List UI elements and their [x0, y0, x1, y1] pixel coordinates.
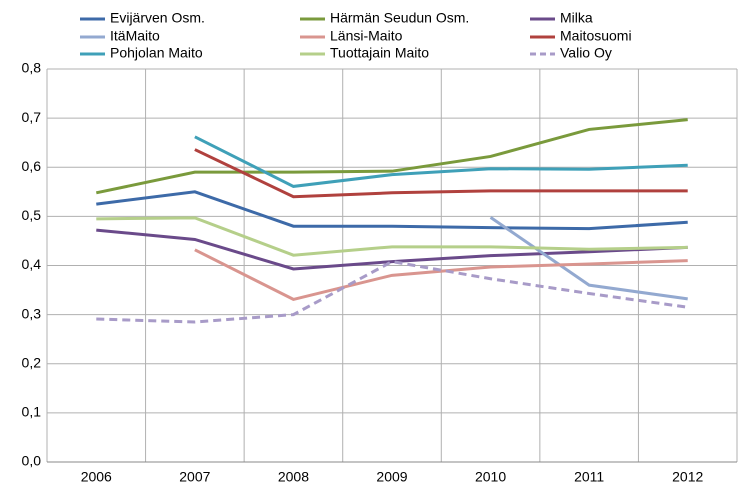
y-tick-label: 0,0 [22, 453, 42, 469]
series-line [96, 216, 688, 257]
legend-label: ItäMaito [110, 28, 160, 44]
series-line [96, 260, 688, 324]
series-line [96, 228, 688, 271]
y-tick-label: 0,4 [22, 256, 42, 272]
y-tick-label: 0,3 [22, 305, 42, 321]
legend-label: Härmän Seudun Osm. [330, 10, 469, 26]
x-tick-label: 2006 [81, 469, 112, 485]
series-line [489, 216, 688, 301]
legend-label: Länsi-Maito [330, 28, 403, 44]
legend-label: Tuottajain Maito [330, 45, 429, 61]
x-tick-label: 2012 [672, 469, 703, 485]
x-tick-label: 2008 [278, 469, 309, 485]
legend-label: Valio Oy [560, 45, 612, 61]
y-tick-label: 0,5 [22, 207, 42, 223]
y-tick-label: 0,1 [22, 404, 42, 420]
legend-label: Maitosuomi [560, 28, 632, 44]
legend-label: Evijärven Osm. [110, 10, 205, 26]
series-line [95, 118, 688, 195]
x-tick-label: 2011 [574, 469, 604, 485]
y-tick-label: 0,6 [22, 158, 42, 174]
x-tick-label: 2009 [376, 469, 407, 485]
x-tick-label: 2007 [179, 469, 210, 485]
y-tick-label: 0,2 [22, 354, 42, 370]
legend-label: Milka [560, 10, 593, 26]
series-line [194, 248, 688, 301]
legend-label: Pohjolan Maito [110, 45, 203, 61]
series-line [194, 135, 688, 188]
x-tick-label: 2010 [475, 469, 506, 485]
series-line [96, 190, 688, 231]
y-tick-label: 0,8 [22, 60, 42, 76]
y-tick-label: 0,7 [22, 109, 42, 125]
series-line [194, 148, 688, 199]
